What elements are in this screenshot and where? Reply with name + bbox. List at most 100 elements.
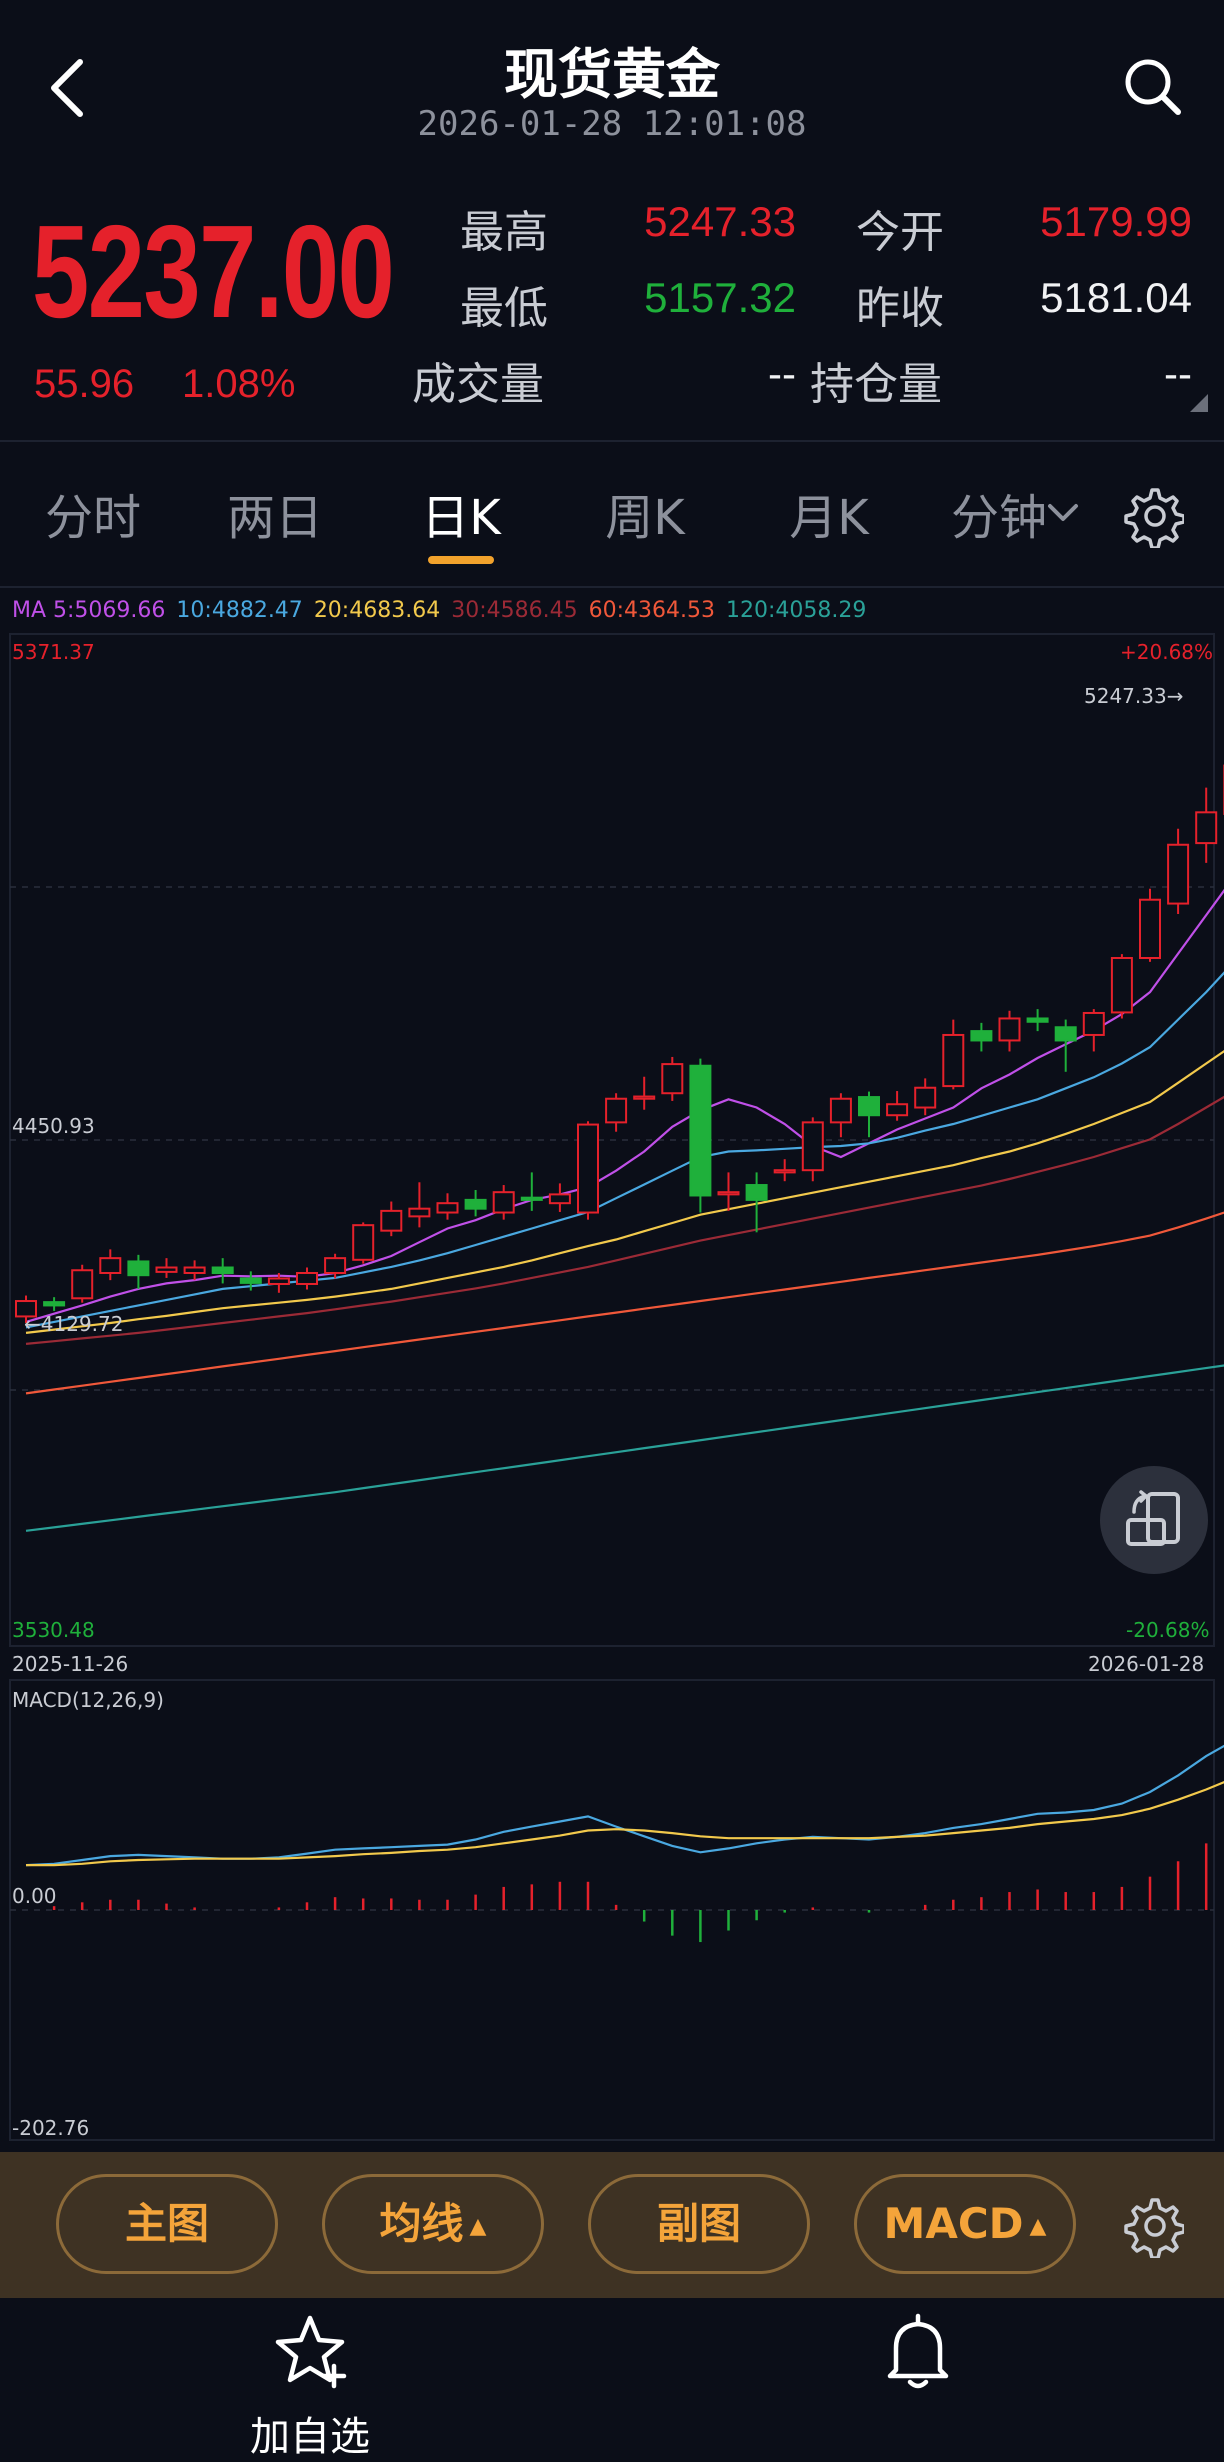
chevron-down-icon[interactable] (1046, 500, 1080, 526)
candle-down (239, 1277, 262, 1284)
candle-down (858, 1096, 880, 1117)
macd-dea-line (26, 1780, 1224, 1867)
candle-up (1082, 1011, 1105, 1036)
stat-value-low: 5157.32 (644, 274, 796, 321)
candle-down (43, 1301, 66, 1307)
tab-minute[interactable]: 分钟 (950, 490, 1047, 546)
ma-lines (25, 888, 1224, 1532)
macd-dif-line (25, 1744, 1224, 1867)
candle-up (605, 1097, 628, 1124)
ma10-label: 10:4882.47 (176, 598, 303, 623)
gear-icon (1124, 2198, 1186, 2260)
candle-up (155, 1266, 178, 1273)
candle-up (267, 1277, 290, 1285)
back-button[interactable] (40, 48, 100, 128)
candle-up (914, 1086, 937, 1109)
candle-down (520, 1196, 543, 1201)
ma-line-ma20 (25, 1050, 1224, 1334)
candle-down (211, 1266, 234, 1274)
candle-up (801, 1121, 824, 1172)
stat-value-open: 5179.99 (1040, 198, 1192, 245)
page-title: 现货黄金 (504, 43, 720, 106)
high-price-marker: 5247.33→ (1084, 684, 1184, 708)
expand-corner-icon[interactable] (1190, 394, 1208, 412)
candle-up (942, 1033, 965, 1088)
candle-up (998, 1017, 1021, 1042)
add-watchlist-button[interactable]: 加自选 (200, 2310, 420, 2462)
candle-up (436, 1202, 459, 1214)
low-price-marker: ←4129.72 (24, 1312, 124, 1336)
candles (15, 764, 1224, 1324)
candle-down (970, 1030, 993, 1042)
caret-up-icon: ▲ (469, 2213, 487, 2239)
ma-line-ma120 (25, 1364, 1224, 1532)
ma-line-ma5 (25, 888, 1224, 1323)
price-alert-button[interactable] (808, 2310, 1028, 2404)
candle-up (661, 1063, 684, 1095)
candle-up (492, 1191, 515, 1214)
tab-weekly-k[interactable]: 周K (605, 490, 685, 546)
ma-button[interactable]: 均线 ▲ (322, 2174, 544, 2274)
tab-intraday[interactable]: 分时 (44, 490, 141, 546)
candle-up (15, 1300, 37, 1318)
ma60-label: 60:4364.53 (588, 598, 715, 623)
candle-down (127, 1260, 150, 1277)
tab-two-day[interactable]: 两日 (226, 490, 323, 546)
candle-up (408, 1207, 431, 1218)
candle-down (464, 1198, 487, 1210)
ma20-label: 20:4683.64 (313, 598, 441, 623)
current-price: 5237.00 (32, 198, 395, 345)
stat-label-low: 最低 (460, 283, 548, 334)
ma30-label: 30:4586.45 (451, 598, 578, 623)
timestamp: 2026-01-28 12:01:08 (417, 104, 807, 144)
chevron-left-icon (51, 59, 83, 117)
stat-label-volume: 成交量 (412, 359, 544, 410)
candle-up (352, 1224, 375, 1261)
kline-chart[interactable] (0, 0, 1224, 2152)
candle-up (577, 1123, 599, 1214)
search-icon (1125, 59, 1181, 115)
macd-button[interactable]: MACD ▲ (854, 2174, 1076, 2274)
indicator-settings-button[interactable] (1120, 2194, 1186, 2260)
bottom-nav (0, 2298, 1224, 2459)
main-chart-button[interactable]: 主图 (56, 2174, 278, 2274)
candle-up (1195, 811, 1218, 845)
ma-line-ma10 (25, 971, 1224, 1329)
ma-line-ma60 (25, 1211, 1224, 1395)
candle-up (324, 1257, 347, 1274)
ma-legend: MA 5:5069.66 10:4882.47 20:4683.64 30:45… (12, 598, 870, 623)
candle-down (1054, 1026, 1077, 1042)
bell-icon (887, 2313, 949, 2389)
stat-value-open-interest: -- (1164, 350, 1192, 397)
sub-chart-button[interactable]: 副图 (588, 2174, 810, 2274)
axis-bottom-value: 3530.48 (12, 1618, 95, 1642)
price-change-pct: 1.08% (182, 362, 296, 406)
macd-label: MACD (883, 2199, 1024, 2248)
price-change: 55.96 (34, 362, 135, 406)
search-button[interactable] (1120, 54, 1184, 118)
tab-daily-k[interactable]: 日K (421, 490, 501, 546)
date-end: 2026-01-28 (1088, 1652, 1205, 1676)
sub-chart-label: 副图 (656, 2199, 741, 2248)
ma-label: 均线 (379, 2199, 464, 2248)
tab-monthly-k[interactable]: 月K (789, 490, 869, 546)
rotate-screen-icon (1126, 1490, 1180, 1546)
candle-up (548, 1193, 571, 1205)
main-chart-label: 主图 (124, 2199, 209, 2248)
candle-up (1110, 956, 1133, 1014)
candle-up (380, 1209, 403, 1232)
axis-top-pct: +20.68% (1120, 640, 1214, 664)
chart-settings-button[interactable] (1120, 484, 1186, 550)
candle-up (633, 1095, 656, 1100)
axis-top-value: 5371.37 (12, 640, 95, 664)
divider (0, 440, 1224, 442)
candle-up (773, 1169, 796, 1174)
date-start: 2025-11-26 (12, 1652, 129, 1676)
stat-label-prev-close: 昨收 (856, 283, 944, 334)
axis-mid-value: 4450.93 (12, 1114, 95, 1138)
rotate-screen-button[interactable] (1100, 1466, 1208, 1574)
caret-up-icon: ▲ (1029, 2213, 1047, 2239)
active-tab-indicator (428, 556, 494, 564)
candle-up (886, 1103, 909, 1117)
add-watchlist-label: 加自选 (250, 2414, 370, 2460)
